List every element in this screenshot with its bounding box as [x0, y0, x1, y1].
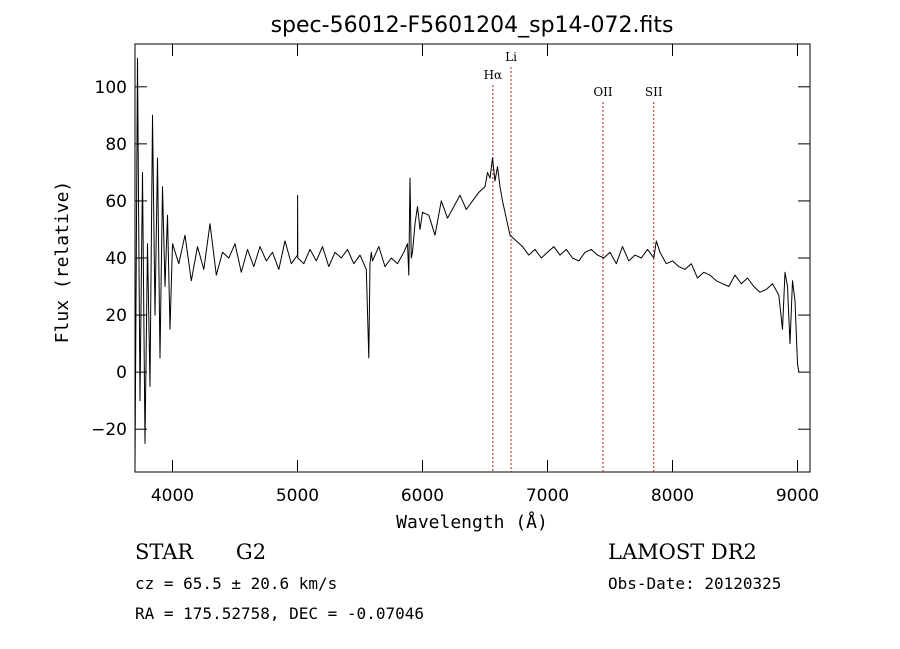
- class-type: STAR: [135, 540, 194, 564]
- observation-date: Obs-Date: 20120325: [608, 574, 782, 593]
- line-marker-label: Hα: [484, 68, 503, 82]
- y-tick-label: 60: [105, 192, 127, 212]
- axis-ticks: 4000 5000 6000 7000 8000 9000 −20 0 20 40 60 80 100: [91, 44, 819, 506]
- spectrum-line: [134, 57, 800, 467]
- y-tick-label: 40: [105, 249, 127, 269]
- coordinates: RA = 175.52758, DEC = -0.07046: [135, 604, 424, 623]
- y-tick-label: 100: [95, 78, 127, 98]
- x-tick-label: 9000: [776, 486, 819, 506]
- line-marker-label: OII: [593, 85, 613, 99]
- x-tick-label: 6000: [401, 486, 444, 506]
- plot-frame: [134, 43, 811, 473]
- x-tick-label: 4000: [151, 486, 194, 506]
- survey-name: LAMOST DR2: [608, 540, 757, 564]
- x-axis-label: Wavelength (Å): [396, 511, 548, 533]
- y-tick-label: 20: [105, 306, 127, 326]
- chart-title: spec-56012-F5601204_sp14-072.fits: [271, 13, 674, 38]
- y-tick-label: 0: [116, 363, 127, 383]
- subclass: G2: [235, 540, 267, 564]
- line-marker-label: Li: [505, 50, 517, 64]
- x-tick-label: 8000: [651, 486, 694, 506]
- x-tick-label: 5000: [276, 486, 319, 506]
- x-tick-label: 7000: [526, 486, 569, 506]
- line-marker-label: SII: [645, 85, 663, 99]
- y-tick-label: −20: [91, 420, 127, 440]
- redshift-velocity: cz = 65.5 ± 20.6 km/s: [135, 574, 338, 593]
- object-class: STAR G2: [135, 540, 266, 564]
- y-axis-label: Flux (relative): [52, 181, 73, 344]
- y-tick-label: 80: [105, 135, 127, 155]
- spectrum-series: [134, 57, 800, 467]
